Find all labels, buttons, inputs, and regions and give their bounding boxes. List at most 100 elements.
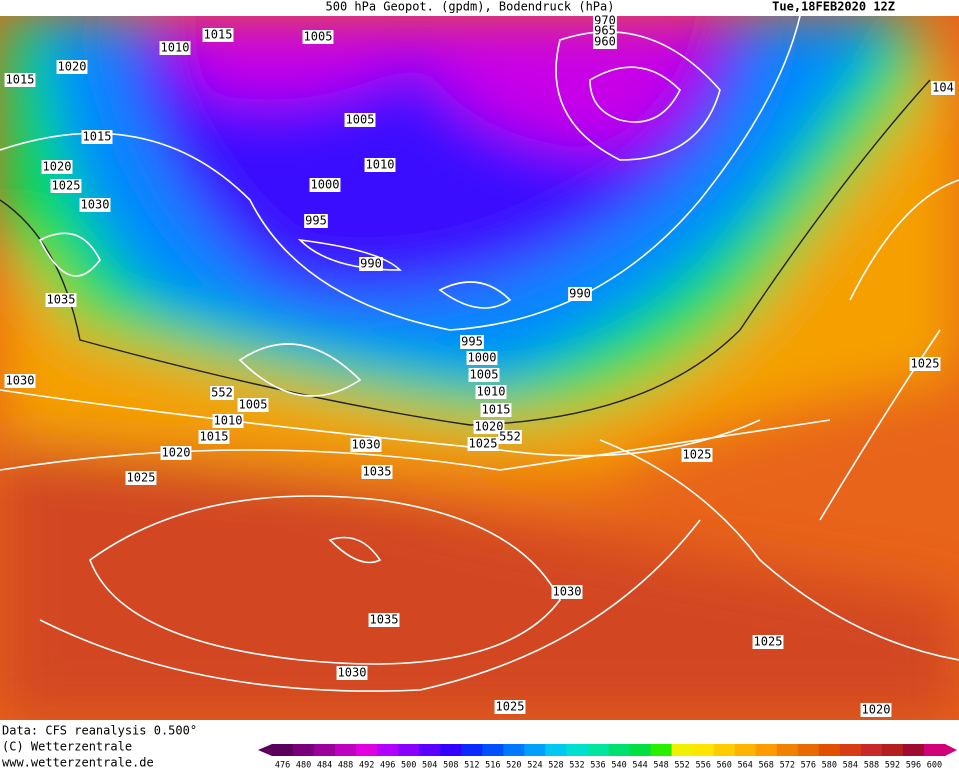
isobar-label-text: 552 <box>499 430 521 444</box>
isobar-label-text: 1035 <box>370 613 399 627</box>
colorbar-cell <box>818 744 841 756</box>
colorbar-cell <box>881 744 904 756</box>
colorbar-label: 568 <box>759 761 774 770</box>
isobar-label-text: 995 <box>461 335 483 349</box>
isobar-label-text: 1015 <box>204 28 233 42</box>
isobar-label: 990 <box>568 287 592 301</box>
isobar-label-text: 1025 <box>52 179 81 193</box>
colorbar-cell <box>629 744 652 756</box>
isobar-label: 1025 <box>494 700 526 714</box>
colorbar-cell <box>692 744 715 756</box>
isobar-label: 1035 <box>45 293 77 307</box>
colorbar-cell <box>923 744 946 756</box>
isobar-label: 1020 <box>41 160 73 174</box>
isobar-label-text: 552 <box>211 386 233 400</box>
colorbar-cell <box>524 744 546 756</box>
isobar-label: 552 <box>210 386 234 400</box>
colorbar-cell <box>503 744 525 756</box>
isobar-label-text: 960 <box>594 35 616 49</box>
colorbar: 476 480 484 488 492 496 500 504 508 512 516 520 524 5… <box>258 744 957 770</box>
isobar-label: 990 <box>359 257 383 271</box>
isobar-label: 1005 <box>237 398 269 412</box>
isobar-label-box <box>909 357 941 371</box>
isobar-label-text: 1025 <box>911 357 940 371</box>
isobar-label-box <box>202 28 234 42</box>
isobar-label: 995 <box>304 214 328 228</box>
isobar-label-box <box>159 41 191 55</box>
colorbar-cell <box>419 744 441 756</box>
isobar-label-box <box>460 335 484 349</box>
isobar-label-box <box>368 613 400 627</box>
isobar-label-text: 1010 <box>477 385 506 399</box>
isobar-label-text: 1010 <box>214 414 243 428</box>
isobar-label-text: 1020 <box>162 446 191 460</box>
isobar-label: 1000 <box>466 351 498 365</box>
colorbar-label: 520 <box>506 761 521 770</box>
colorbar-cell <box>293 744 315 756</box>
isobar-label-text: 1030 <box>338 666 367 680</box>
isobar-label-box <box>210 386 234 400</box>
isobar-label-text: 1005 <box>346 113 375 127</box>
isobar-label: 1020 <box>56 60 88 74</box>
isobar-label-box <box>45 293 77 307</box>
colorbar-label: 516 <box>485 761 500 770</box>
isobar-label-text: 104 <box>932 81 954 95</box>
isobar-label-text: 1035 <box>47 293 76 307</box>
colorbar-cell <box>671 744 694 756</box>
isobar-label-box <box>860 703 892 717</box>
colorbar-label: 508 <box>443 761 458 770</box>
isobar-label-box <box>466 351 498 365</box>
colorbar-label: 524 <box>527 761 542 770</box>
colorbar-label: 588 <box>864 761 879 770</box>
colorbar-label: 512 <box>464 761 479 770</box>
isobar-label-text: 1010 <box>161 41 190 55</box>
isobar-label-box <box>344 113 376 127</box>
isobar-label-text: 990 <box>569 287 591 301</box>
credit: Data: CFS reanalysis 0.500° <box>2 724 197 738</box>
colorbar-cell <box>587 744 609 756</box>
isobar-label: 1020 <box>860 703 892 717</box>
colorbar-cell <box>755 744 778 756</box>
isobar-label-box <box>56 60 88 74</box>
colorbar-cell <box>797 744 820 756</box>
isobar-label-text: 965 <box>594 24 616 38</box>
date: Tue,18FEB2020 12Z <box>772 0 895 14</box>
isobar-label-box <box>160 446 192 460</box>
isobar-label-box <box>931 81 955 95</box>
colorbar-label: 552 <box>674 761 689 770</box>
isobar-label-box <box>237 398 269 412</box>
isobar-label-box <box>79 198 111 212</box>
isobar-label: 1030 <box>350 438 382 452</box>
colorbar-label: 480 <box>296 761 311 770</box>
colorbar-cell <box>314 744 336 756</box>
isobar-label-text: 1030 <box>553 585 582 599</box>
isobar-label-box <box>50 179 82 193</box>
colorbar-cell <box>377 744 399 756</box>
colorbar-label: 584 <box>843 761 858 770</box>
isobar-label: 1000 <box>309 178 341 192</box>
isobars <box>0 16 959 692</box>
colorbar-label: 564 <box>738 761 753 770</box>
colorbar-label: 600 <box>927 761 942 770</box>
isobar-label-box <box>468 368 500 382</box>
colorbar-cell <box>734 744 757 756</box>
isobar-label-text: 1005 <box>470 368 499 382</box>
isobar-label-box <box>752 635 784 649</box>
colorbar-label: 592 <box>885 761 900 770</box>
isobar-label-box <box>198 430 230 444</box>
isobar-label-text: 1025 <box>127 471 156 485</box>
isobar-label: 1035 <box>361 465 393 479</box>
colorbar-label: 580 <box>822 761 837 770</box>
isobar-label-box <box>302 30 334 44</box>
isobar-label: 1015 <box>202 28 234 42</box>
isobar-label-text: 1025 <box>754 635 783 649</box>
colorbar-cell <box>902 744 925 756</box>
isobar-label: 960 <box>593 35 617 49</box>
isobar-label-text: 1020 <box>862 703 891 717</box>
colorbar-cell <box>713 744 736 756</box>
isobar-label-text: 1000 <box>311 178 340 192</box>
isobar-label: 1005 <box>302 30 334 44</box>
credit: (C) Wetterzentrale <box>2 740 132 754</box>
isobar-label-text: 1025 <box>683 448 712 462</box>
